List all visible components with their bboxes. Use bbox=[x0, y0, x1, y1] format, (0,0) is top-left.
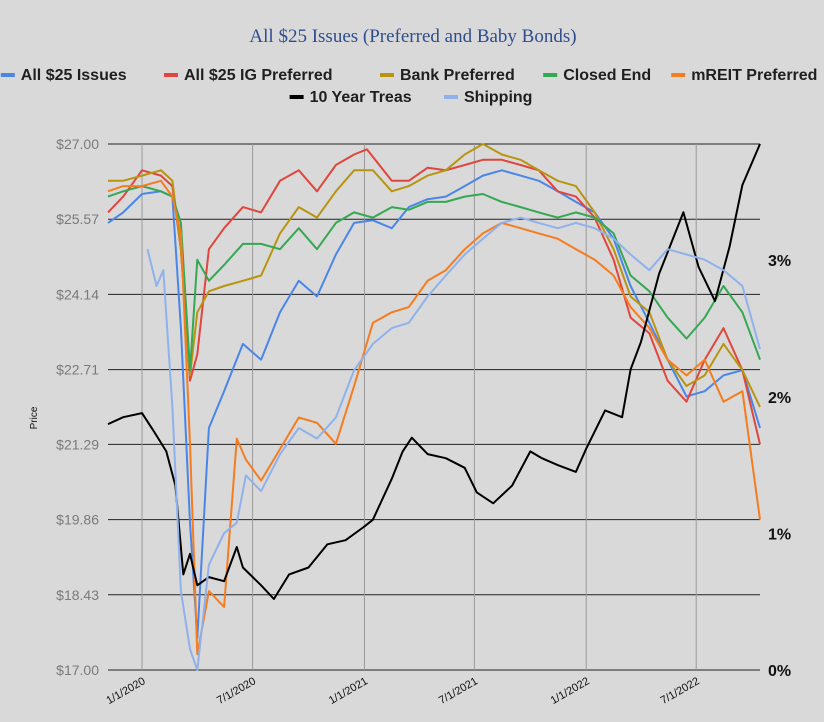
legend-label-all-25-issues: All $25 Issues bbox=[21, 67, 127, 84]
series-line-all-25-issues bbox=[107, 169, 761, 640]
x-axis-ticks: 1/1/2020 7/1/2020 1/1/2021 7/1/2021 1/1/2022… bbox=[104, 675, 701, 707]
x-tick-label: 1/1/2022 bbox=[549, 675, 592, 707]
y-tick-label: $17.00 bbox=[56, 662, 99, 678]
series-line-10-year-treas bbox=[107, 143, 761, 600]
series-line-closed-end bbox=[107, 185, 761, 372]
gridlines bbox=[108, 143, 760, 671]
legend-label-10-year-treas: 10 Year Treas bbox=[310, 89, 412, 106]
y-tick-label: $19.86 bbox=[56, 512, 99, 528]
y-axis-label: Price bbox=[29, 406, 40, 429]
y-axis-ticks: $27.00 $25.57 $24.14 $22.71 $21.29 $19.86 $18.… bbox=[56, 136, 99, 678]
y2-tick-label: 0% bbox=[768, 663, 791, 680]
legend-label-all-25-ig-preferred: All $25 IG Preferred bbox=[184, 67, 333, 84]
y-tick-label: $25.57 bbox=[56, 211, 99, 227]
x-tick-label: 1/1/2020 bbox=[104, 675, 147, 707]
series-line-bank-preferred bbox=[108, 143, 761, 408]
chart-title: All $25 Issues (Preferred and Baby Bonds… bbox=[249, 26, 576, 47]
x-tick-label: 7/1/2021 bbox=[437, 675, 480, 707]
series-group bbox=[107, 143, 761, 671]
y-tick-label: $18.43 bbox=[56, 587, 99, 603]
y2-tick-label: 3% bbox=[768, 253, 791, 270]
y-tick-label: $24.14 bbox=[56, 286, 99, 302]
legend-label-mreit-preferred: mREIT Preferred bbox=[691, 67, 817, 84]
x-tick-label: 1/1/2021 bbox=[327, 675, 370, 707]
x-tick-label: 7/1/2022 bbox=[659, 675, 702, 707]
y-tick-label: $21.29 bbox=[56, 436, 99, 452]
y2-tick-label: 2% bbox=[768, 390, 791, 407]
y-tick-label: $22.71 bbox=[56, 362, 99, 378]
legend: All $25 Issues All $25 IG Preferred Bank P… bbox=[0, 67, 817, 106]
series-line-mreit-preferred bbox=[107, 179, 761, 656]
x-tick-label: 7/1/2020 bbox=[215, 675, 258, 707]
y2-axis-ticks: 3% 2% 1% 0% bbox=[768, 253, 791, 680]
series-line-shipping bbox=[146, 216, 761, 671]
y2-tick-label: 1% bbox=[768, 526, 791, 543]
series-line-all-25-ig-preferred bbox=[107, 148, 761, 445]
legend-label-shipping: Shipping bbox=[464, 89, 532, 106]
legend-label-bank-preferred: Bank Preferred bbox=[400, 67, 515, 84]
y-tick-label: $27.00 bbox=[56, 136, 99, 152]
legend-label-closed-end: Closed End bbox=[563, 67, 651, 84]
